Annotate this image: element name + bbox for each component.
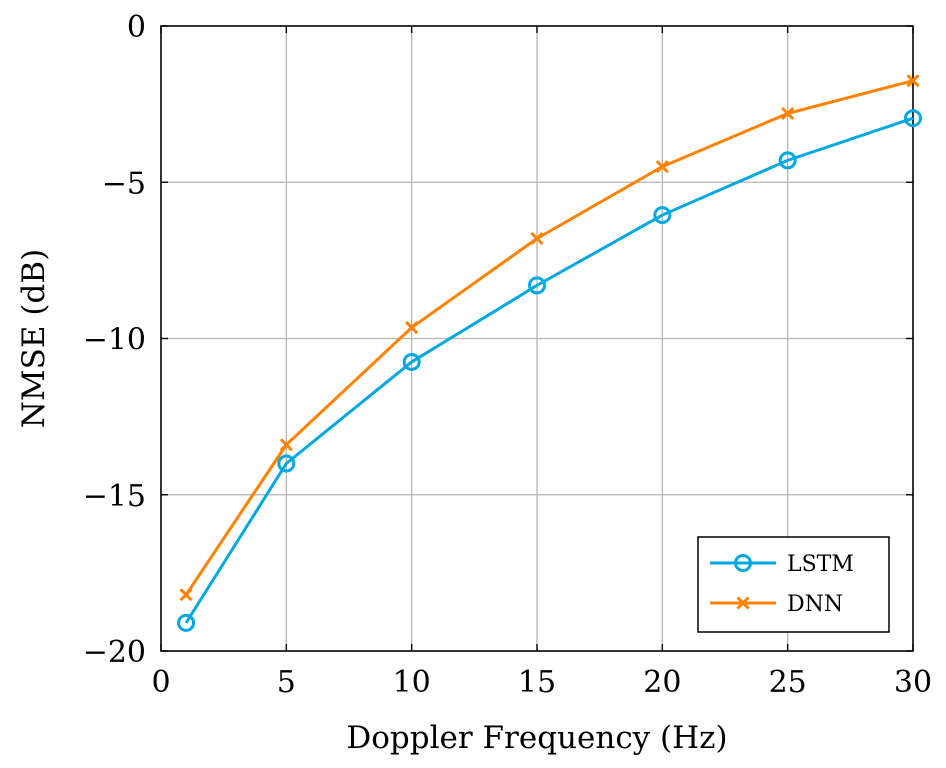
data-point-dnn <box>906 74 920 88</box>
x-tick-label: 30 <box>894 665 932 700</box>
legend-marker <box>736 596 750 610</box>
legend-label: DNN <box>787 592 843 617</box>
data-point-lstm <box>402 352 421 371</box>
legend-box <box>697 536 890 633</box>
data-point-dnn <box>279 438 293 452</box>
x-tick-label: 25 <box>769 665 807 700</box>
series-line-dnn <box>184 79 914 596</box>
y-tick-label: −5 <box>102 166 146 201</box>
legend: LSTM DNN <box>697 536 890 633</box>
legend-label: LSTM <box>787 552 854 577</box>
y-tick-label: −10 <box>83 323 146 358</box>
legend-marker <box>734 554 752 572</box>
y-tick-label: −15 <box>83 479 146 514</box>
data-point-dnn <box>781 106 795 121</box>
x-tick-label: 15 <box>518 665 556 700</box>
x-axis-ticks: 0 5 10 15 20 25 30 <box>151 26 932 700</box>
data-point-lstm <box>528 276 546 295</box>
x-tick-label: 5 <box>277 665 296 700</box>
y-tick-label: −20 <box>83 635 146 670</box>
x-tick-label: 0 <box>151 665 170 700</box>
data-point-dnn <box>530 231 544 246</box>
x-tick-label: 20 <box>643 665 681 700</box>
legend-entry-lstm: LSTM <box>710 552 854 577</box>
y-tick-label: 0 <box>127 10 146 45</box>
data-point-lstm <box>177 613 196 632</box>
x-tick-label: 10 <box>393 665 431 700</box>
data-point-lstm <box>653 206 672 225</box>
plot-frame <box>160 25 914 652</box>
series-lstm <box>177 109 922 632</box>
series-dnn <box>179 74 920 602</box>
data-point-lstm <box>778 151 797 170</box>
legend-entry-dnn: DNN <box>710 592 843 617</box>
y-axis-ticks: 0 −5 −10 −15 −20 <box>83 10 913 670</box>
y-axis-label: NMSE (dB) <box>16 249 52 428</box>
data-point-dnn <box>655 160 669 174</box>
series-line-lstm <box>184 116 914 624</box>
data-point-dnn <box>405 321 419 335</box>
data-point-dnn <box>179 588 193 602</box>
data-point-lstm <box>904 109 922 128</box>
data-point-lstm <box>277 454 296 473</box>
x-axis-label: Doppler Frequency (Hz) <box>346 720 727 756</box>
grid-lines <box>161 26 913 651</box>
series-layer <box>177 74 922 632</box>
